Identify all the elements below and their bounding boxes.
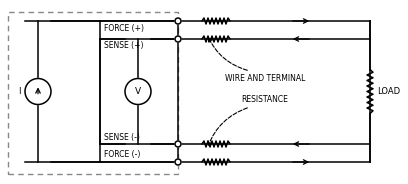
Text: SENSE (+): SENSE (+) — [104, 41, 144, 50]
Circle shape — [175, 36, 181, 42]
Circle shape — [175, 159, 181, 165]
Circle shape — [175, 141, 181, 147]
Circle shape — [25, 79, 51, 105]
Text: SENSE (-): SENSE (-) — [104, 133, 140, 142]
Text: FORCE (+): FORCE (+) — [104, 24, 144, 33]
Text: I: I — [18, 87, 21, 96]
Bar — [8, 12, 178, 174]
Text: LOAD: LOAD — [377, 87, 400, 96]
Text: WIRE AND TERMINAL: WIRE AND TERMINAL — [225, 74, 305, 83]
Circle shape — [175, 18, 181, 24]
Text: FORCE (-): FORCE (-) — [104, 150, 140, 159]
Text: V: V — [135, 87, 141, 96]
Circle shape — [125, 79, 151, 105]
Text: RESISTANCE: RESISTANCE — [242, 95, 288, 104]
